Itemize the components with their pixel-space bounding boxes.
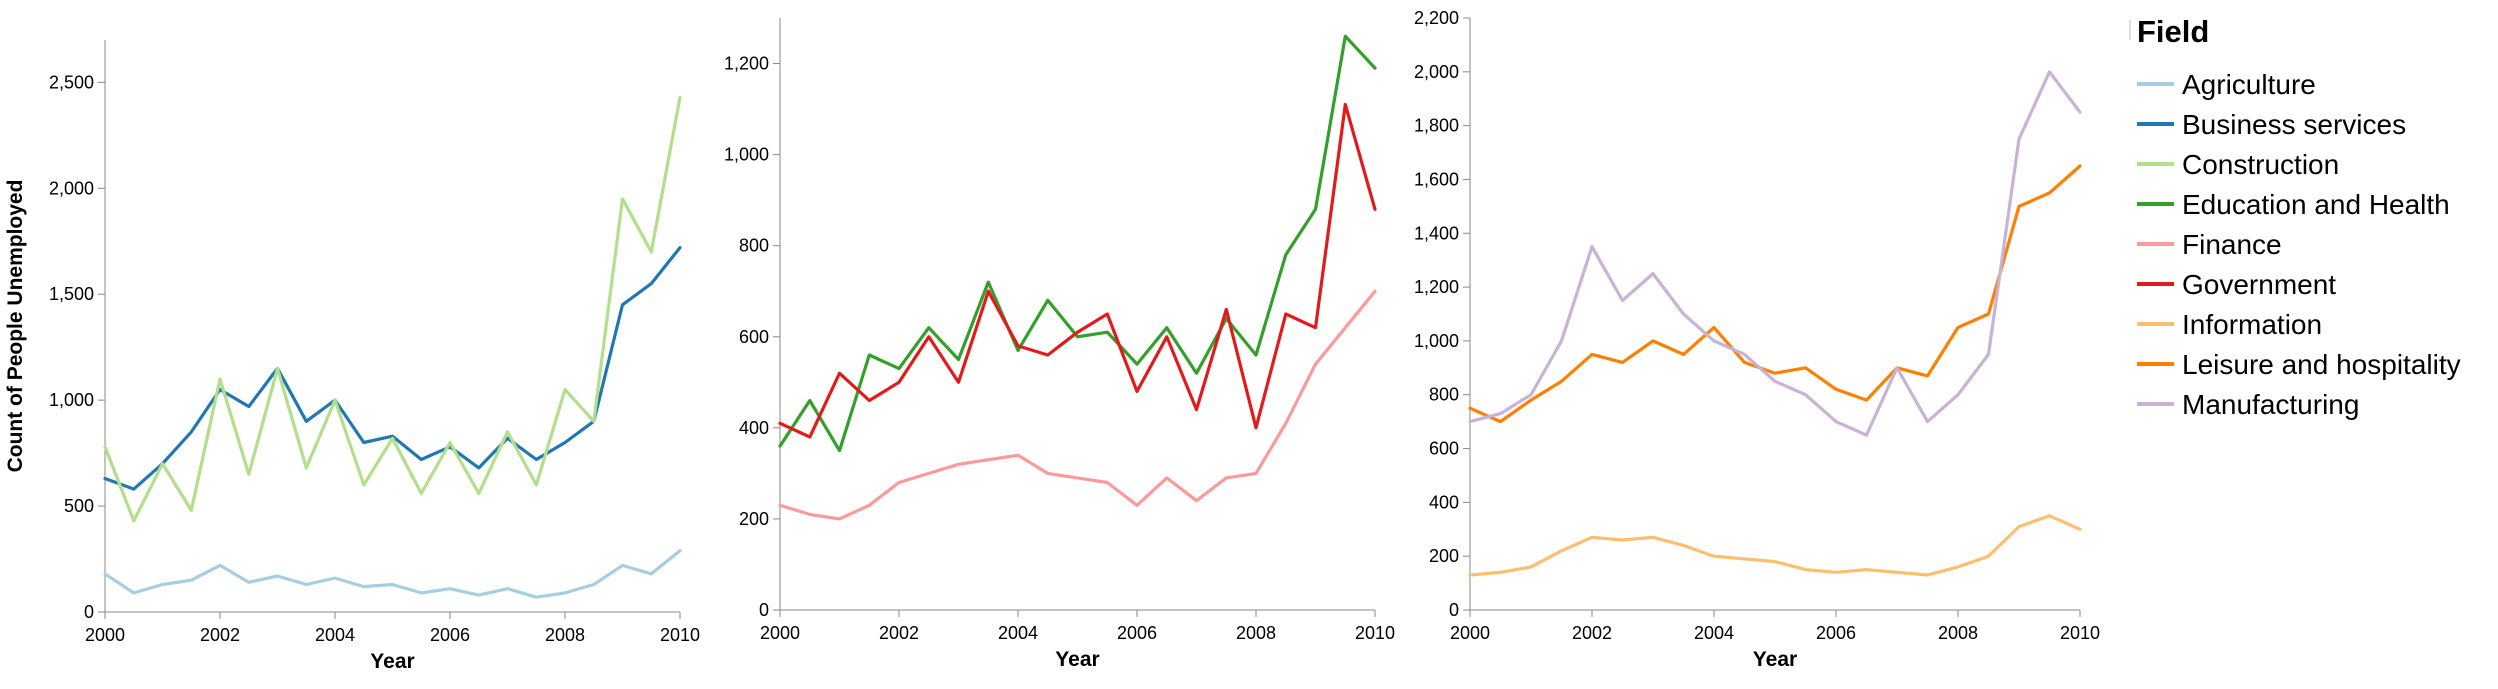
legend-item: Government [2137, 269, 2336, 300]
x-tick-label: 2000 [760, 623, 800, 643]
legend-label: Business services [2182, 109, 2406, 140]
chart-panel-2: 0 200 400 600 800 1,000 1,200 2000 2002 2004 2006 2… [724, 18, 1395, 671]
series-line-leisure-and-hospitality [1468, 164, 2082, 424]
legend-label: Manufacturing [2182, 389, 2359, 420]
series-line-information [1468, 514, 2082, 577]
y-tick-label: 2,000 [1414, 62, 1459, 82]
series-line-construction [103, 95, 682, 523]
y-tick-label: 0 [84, 602, 94, 622]
y-tick-label: 800 [739, 236, 769, 256]
legend-item: Information [2137, 309, 2322, 340]
x-axis-title: Year [370, 650, 414, 673]
y-tick-label: 200 [739, 509, 769, 529]
legend-item: Finance [2137, 229, 2282, 260]
y-tick-label: 1,400 [1414, 223, 1459, 243]
y-tick-label: 800 [1429, 385, 1459, 405]
y-tick-label: 2,200 [1414, 8, 1459, 28]
series-line-agriculture [103, 548, 682, 599]
legend-label: Agriculture [2182, 69, 2316, 100]
y-axis-title: Count of People Unemployed [4, 180, 27, 473]
y-tick-label: 200 [1429, 546, 1459, 566]
chart-panel-1: 0 500 1,000 1,500 2,000 2,500 2000 2002 2004 2006… [4, 40, 700, 673]
series-line-government [778, 102, 1377, 439]
x-axis-title: Year [1055, 648, 1099, 671]
legend-title: Field [2137, 14, 2209, 49]
y-tick-label: 1,200 [1414, 277, 1459, 297]
legend-items: Agriculture Business services Construction… [2137, 69, 2461, 420]
x-tick-label: 2006 [430, 625, 470, 645]
legend-label: Government [2182, 269, 2336, 300]
x-tick-label: 2004 [1694, 623, 1734, 643]
y-tick-label: 600 [1429, 439, 1459, 459]
legend-item: Agriculture [2137, 69, 2316, 100]
x-tick-label: 2006 [1816, 623, 1856, 643]
legend-item: Education and Health [2137, 189, 2450, 220]
y-tick-label: 1,000 [724, 145, 769, 165]
y-tick-label: 500 [64, 496, 94, 516]
series-line-education-and-health [778, 34, 1377, 453]
x-tick-label: 2004 [315, 625, 355, 645]
x-tick-label: 2002 [879, 623, 919, 643]
x-tick-label: 2002 [1572, 623, 1612, 643]
x-tick-label: 2008 [1236, 623, 1276, 643]
x-tick-label: 2008 [545, 625, 585, 645]
legend-item: Manufacturing [2137, 389, 2359, 420]
y-tick-label: 1,000 [49, 390, 94, 410]
legend-label: Finance [2182, 229, 2282, 260]
series-line-finance [778, 289, 1377, 521]
legend: Field Agriculture Business services Constr… [2129, 14, 2461, 420]
legend-label: Construction [2182, 149, 2339, 180]
x-tick-label: 2010 [1355, 623, 1395, 643]
series-line-manufacturing [1468, 70, 2082, 437]
chart-panel-3: 0 200 400 600 800 1,000 1,200 1,400 1,600 1,800 2,… [1414, 8, 2100, 671]
series-line-business-services [103, 246, 682, 491]
legend-item: Business services [2137, 109, 2406, 140]
x-tick-label: 2008 [1938, 623, 1978, 643]
y-tick-label: 1,600 [1414, 169, 1459, 189]
legend-item: Leisure and hospitality [2137, 349, 2461, 380]
x-tick-label: 2006 [1117, 623, 1157, 643]
legend-label: Information [2182, 309, 2322, 340]
y-tick-label: 1,500 [49, 284, 94, 304]
x-axis-title: Year [1753, 648, 1797, 671]
y-tick-label: 0 [759, 600, 769, 620]
y-tick-label: 1,800 [1414, 116, 1459, 136]
legend-label: Leisure and hospitality [2182, 349, 2461, 380]
y-tick-label: 400 [739, 418, 769, 438]
y-tick-label: 0 [1449, 600, 1459, 620]
x-tick-label: 2010 [2060, 623, 2100, 643]
y-tick-label: 600 [739, 327, 769, 347]
x-tick-label: 2004 [998, 623, 1038, 643]
x-tick-label: 2000 [1450, 623, 1490, 643]
y-tick-label: 400 [1429, 492, 1459, 512]
x-tick-label: 2000 [85, 625, 125, 645]
y-tick-label: 1,200 [724, 54, 769, 74]
legend-item: Construction [2137, 149, 2339, 180]
x-tick-label: 2010 [660, 625, 700, 645]
y-tick-label: 2,500 [49, 72, 94, 92]
x-tick-label: 2002 [200, 625, 240, 645]
legend-label: Education and Health [2182, 189, 2450, 220]
y-tick-label: 1,000 [1414, 331, 1459, 351]
y-tick-label: 2,000 [49, 178, 94, 198]
